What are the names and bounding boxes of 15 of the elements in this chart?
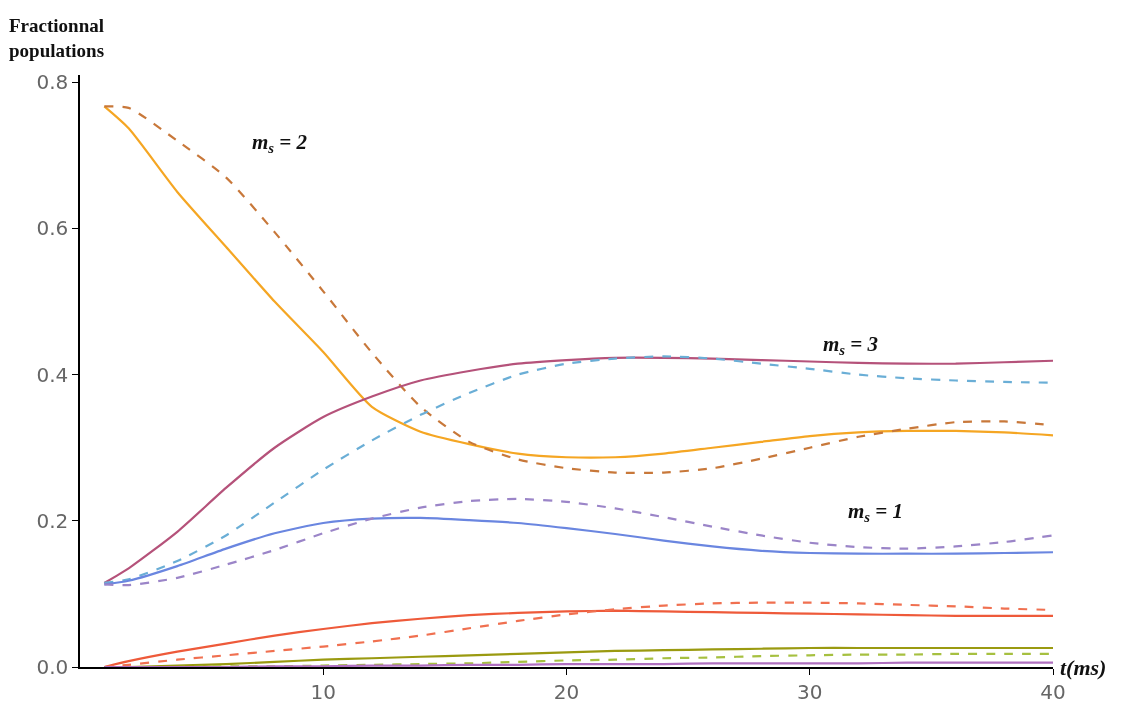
- x-tick-label: 20: [553, 679, 580, 702]
- x-axis-title: t(ms): [1060, 655, 1107, 680]
- y-tick-label: 0.0: [36, 655, 69, 679]
- y-tick-label: 0.2: [36, 508, 69, 533]
- line-series: [103, 497, 1053, 587]
- x-tick-label: 30: [797, 679, 823, 702]
- y-tick-label: 0.8: [36, 70, 69, 95]
- annotation: m$_{s}$ = 3: [823, 332, 879, 359]
- x-tick-label: 10: [310, 679, 336, 702]
- annotation: m$_{s}$ = 1: [848, 499, 904, 526]
- annotation: m$_{s}$ = 2: [252, 130, 308, 157]
- y-axis-title: Fractionnal populations: [9, 15, 105, 61]
- y-tick-label: 0.6: [36, 216, 69, 241]
- y-tick-label: 0.4: [36, 362, 69, 387]
- x-tick-label: 40: [1040, 679, 1066, 702]
